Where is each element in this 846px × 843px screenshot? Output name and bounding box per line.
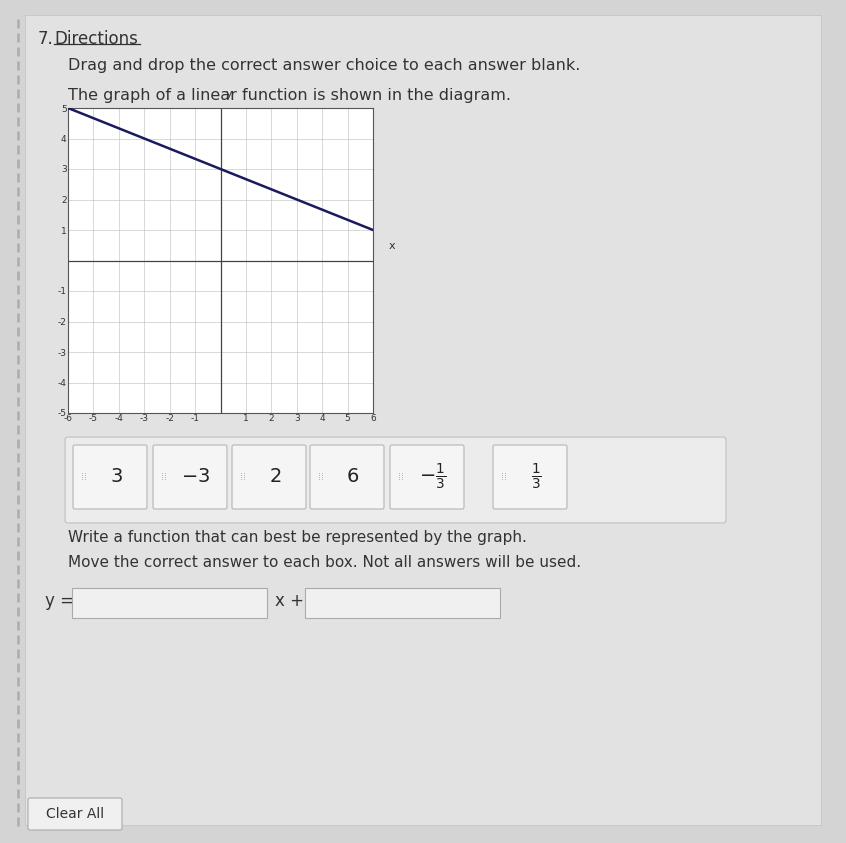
Text: Write a function that can best be represented by the graph.: Write a function that can best be repres… bbox=[68, 530, 527, 545]
Text: $\frac{1}{3}$: $\frac{1}{3}$ bbox=[530, 462, 541, 492]
Text: y: y bbox=[226, 89, 232, 99]
FancyBboxPatch shape bbox=[25, 15, 821, 825]
Text: 7.: 7. bbox=[38, 30, 54, 48]
Text: $2$: $2$ bbox=[269, 468, 281, 486]
FancyBboxPatch shape bbox=[65, 437, 726, 523]
Text: y =: y = bbox=[45, 592, 74, 610]
FancyBboxPatch shape bbox=[72, 588, 267, 618]
Text: x +: x + bbox=[275, 592, 304, 610]
Text: ⁞⁞: ⁞⁞ bbox=[161, 472, 167, 482]
Text: The graph of a linear function is shown in the diagram.: The graph of a linear function is shown … bbox=[68, 88, 511, 103]
Text: $3$: $3$ bbox=[110, 468, 123, 486]
FancyBboxPatch shape bbox=[73, 445, 147, 509]
Text: x: x bbox=[388, 241, 395, 251]
Text: ⁞⁞: ⁞⁞ bbox=[501, 472, 507, 482]
FancyBboxPatch shape bbox=[232, 445, 306, 509]
FancyBboxPatch shape bbox=[28, 798, 122, 830]
Text: Clear All: Clear All bbox=[46, 807, 104, 821]
FancyBboxPatch shape bbox=[493, 445, 567, 509]
Text: Drag and drop the correct answer choice to each answer blank.: Drag and drop the correct answer choice … bbox=[68, 58, 580, 73]
FancyBboxPatch shape bbox=[390, 445, 464, 509]
Text: Move the correct answer to each box. Not all answers will be used.: Move the correct answer to each box. Not… bbox=[68, 555, 581, 570]
Text: ⁞⁞: ⁞⁞ bbox=[240, 472, 246, 482]
Text: ⁞⁞: ⁞⁞ bbox=[318, 472, 324, 482]
FancyBboxPatch shape bbox=[305, 588, 500, 618]
Text: $6$: $6$ bbox=[347, 468, 360, 486]
FancyBboxPatch shape bbox=[153, 445, 227, 509]
FancyBboxPatch shape bbox=[310, 445, 384, 509]
Text: $-3$: $-3$ bbox=[181, 468, 211, 486]
Text: ⁞⁞: ⁞⁞ bbox=[81, 472, 87, 482]
Text: ⁞⁞: ⁞⁞ bbox=[398, 472, 404, 482]
Text: Directions: Directions bbox=[54, 30, 138, 48]
Text: $-\frac{1}{3}$: $-\frac{1}{3}$ bbox=[420, 462, 447, 492]
